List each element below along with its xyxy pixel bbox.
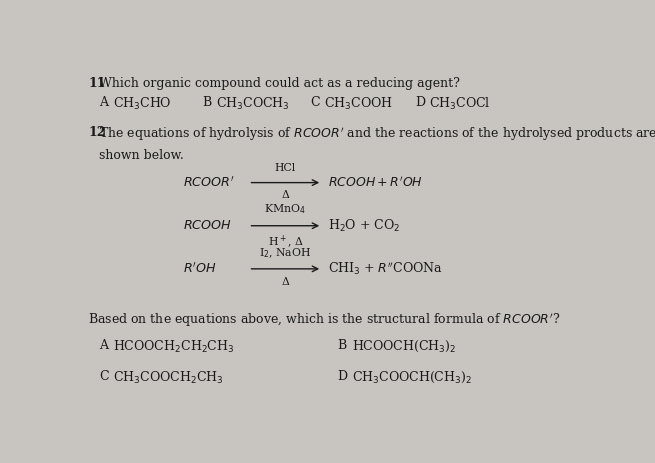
Text: CH$_3$COOH: CH$_3$COOH xyxy=(324,96,393,113)
Text: CH$_3$COOCH(CH$_3$)$_2$: CH$_3$COOCH(CH$_3$)$_2$ xyxy=(352,370,472,385)
Text: CHI$_3$ + $R''$COONa: CHI$_3$ + $R''$COONa xyxy=(328,261,443,277)
Text: Which organic compound could act as a reducing agent?: Which organic compound could act as a re… xyxy=(99,77,460,90)
Text: C: C xyxy=(99,370,109,383)
Text: B: B xyxy=(202,96,212,109)
Text: CH$_3$CHO: CH$_3$CHO xyxy=(113,96,172,113)
Text: A: A xyxy=(99,96,108,109)
Text: KMnO$_4$: KMnO$_4$ xyxy=(265,203,306,217)
Text: CH$_3$COCH$_3$: CH$_3$COCH$_3$ xyxy=(216,96,290,113)
Text: A: A xyxy=(99,339,108,352)
Text: 12: 12 xyxy=(88,125,105,138)
Text: HCOOCH(CH$_3$)$_2$: HCOOCH(CH$_3$)$_2$ xyxy=(352,339,456,354)
Text: shown below.: shown below. xyxy=(99,149,183,162)
Text: H$^+$, Δ: H$^+$, Δ xyxy=(267,233,303,250)
Text: $RCOOH$: $RCOOH$ xyxy=(183,219,232,232)
Text: HCOOCH$_2$CH$_2$CH$_3$: HCOOCH$_2$CH$_2$CH$_3$ xyxy=(113,339,234,355)
Text: $RCOOH + R'OH$: $RCOOH + R'OH$ xyxy=(328,175,423,190)
Text: $RCOOR'$: $RCOOR'$ xyxy=(183,175,234,190)
Text: CH$_3$COOCH$_2$CH$_3$: CH$_3$COOCH$_2$CH$_3$ xyxy=(113,370,223,386)
Text: D: D xyxy=(415,96,425,109)
Text: The equations of hydrolysis of $RCOOR'$ and the reactions of the hydrolysed prod: The equations of hydrolysis of $RCOOR'$ … xyxy=(99,125,655,143)
Text: HCl: HCl xyxy=(274,163,296,173)
Text: D: D xyxy=(337,370,348,383)
Text: 11: 11 xyxy=(88,77,105,90)
Text: Based on the equations above, which is the structural formula of $RCOOR'$?: Based on the equations above, which is t… xyxy=(88,312,561,330)
Text: Δ: Δ xyxy=(282,276,290,287)
Text: H$_2$O + CO$_2$: H$_2$O + CO$_2$ xyxy=(328,218,400,234)
Text: $R'OH$: $R'OH$ xyxy=(183,262,216,276)
Text: Δ: Δ xyxy=(282,190,290,200)
Text: I$_2$, NaOH: I$_2$, NaOH xyxy=(259,246,311,260)
Text: B: B xyxy=(337,339,347,352)
Text: CH$_3$COCl: CH$_3$COCl xyxy=(429,96,491,113)
Text: C: C xyxy=(310,96,320,109)
